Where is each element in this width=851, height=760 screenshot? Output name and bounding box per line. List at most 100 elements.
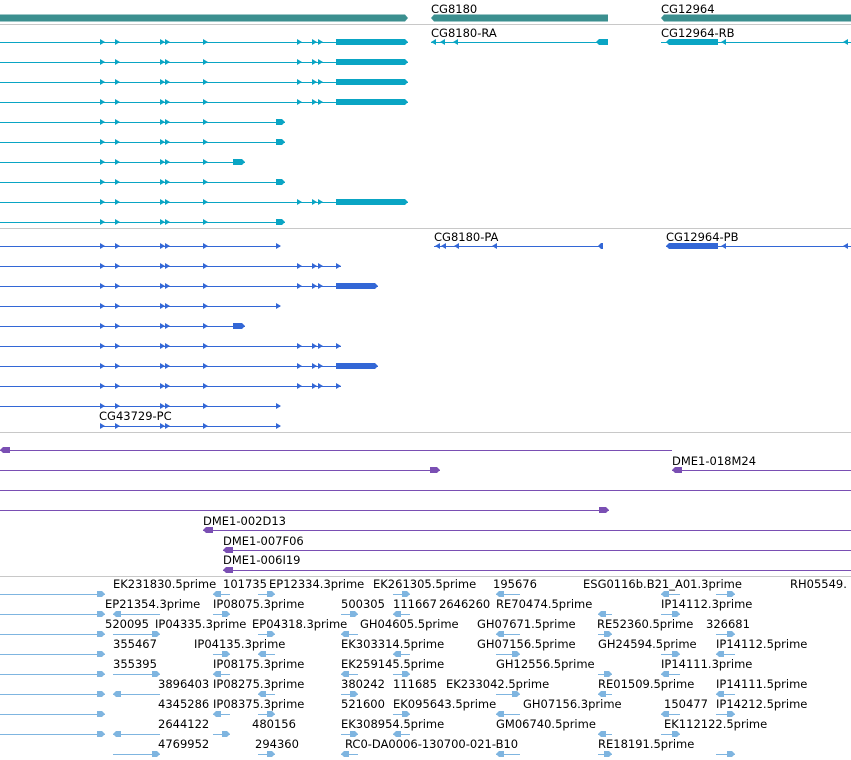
est-label[interactable]: RC0-DA0006-130700-021-B10 [345,737,518,751]
est-end[interactable] [604,671,612,677]
est-end[interactable] [152,671,160,677]
strand-arrow-right[interactable] [276,303,281,309]
strand-arrow-right[interactable] [100,263,105,269]
est-end[interactable] [393,651,401,657]
est-label[interactable]: 3896403 [158,677,209,691]
strand-arrow-right[interactable] [276,243,281,249]
strand-arrow-right[interactable] [115,159,120,165]
strand-arrow-right[interactable] [203,243,208,249]
strand-arrow-right[interactable] [160,303,165,309]
gene-glyph[interactable] [661,14,851,22]
protein-exon[interactable] [336,283,378,289]
est-label[interactable]: EP21354.3prime [105,597,200,611]
est-end[interactable] [152,751,160,757]
strand-arrow-right[interactable] [160,363,165,369]
strand-arrow-right[interactable] [115,79,120,85]
est-label[interactable]: IP14111.5prime [716,677,807,691]
strand-arrow-right[interactable] [203,343,208,349]
strand-arrow-left[interactable] [492,243,497,249]
strand-arrow-left[interactable] [721,243,726,249]
transcript-exon[interactable] [336,39,408,45]
strand-arrow-left[interactable] [454,243,459,249]
strand-arrow-right[interactable] [115,99,120,105]
est-end[interactable] [258,651,266,657]
est-end[interactable] [598,731,606,737]
strand-arrow-right[interactable] [100,59,105,65]
est-label[interactable]: 520095 [105,617,149,631]
strand-arrow-right[interactable] [203,39,208,45]
strand-arrow-right[interactable] [100,179,105,185]
est-end[interactable] [341,631,349,637]
est-end[interactable] [672,651,680,657]
strand-arrow-right[interactable] [203,363,208,369]
protein-exon[interactable] [336,363,378,369]
strand-arrow-right[interactable] [115,403,120,409]
est-label[interactable]: EP04318.3prime [252,617,347,631]
strand-arrow-right[interactable] [203,303,208,309]
est-end[interactable] [512,691,520,697]
strand-arrow-right[interactable] [115,363,120,369]
strand-arrow-right[interactable] [203,79,208,85]
est-label[interactable]: 480156 [252,717,296,731]
strand-arrow-right[interactable] [165,343,170,349]
strand-arrow-right[interactable] [100,383,105,389]
strand-arrow-right[interactable] [297,39,302,45]
est-label[interactable]: GH07671.5prime [477,617,576,631]
est-label[interactable]: 4769952 [158,737,209,751]
transcript-label-cg8180-ra[interactable]: CG8180-RA [431,26,497,40]
est-end[interactable] [222,611,230,617]
strand-arrow-right[interactable] [203,219,208,225]
strand-arrow-right[interactable] [160,119,165,125]
est-label[interactable]: GH07156.3prime [523,697,622,711]
est-label[interactable]: IP08275.3prime [213,677,304,691]
est-end[interactable] [350,611,358,617]
strand-arrow-right[interactable] [203,139,208,145]
strand-arrow-right[interactable] [297,59,302,65]
est-end[interactable] [672,731,680,737]
strand-arrow-right[interactable] [165,179,170,185]
strand-arrow-right[interactable] [160,99,165,105]
est-label[interactable]: 101735 [223,577,267,591]
est-label[interactable]: GH04605.5prime [360,617,459,631]
est-end[interactable] [97,731,105,737]
est-label[interactable]: 521600 [341,697,385,711]
strand-arrow-right[interactable] [160,139,165,145]
strand-arrow-right[interactable] [312,99,317,105]
strand-arrow-right[interactable] [165,383,170,389]
strand-arrow-right[interactable] [115,219,120,225]
est-label[interactable]: 111685 [393,677,437,691]
strand-arrow-right[interactable] [115,199,120,205]
est-end[interactable] [341,751,349,757]
est-end[interactable] [97,631,105,637]
strand-arrow-right[interactable] [160,323,165,329]
est-label[interactable]: 195676 [493,577,537,591]
strand-arrow-right[interactable] [160,39,165,45]
strand-arrow-right[interactable] [318,343,323,349]
strand-arrow-right[interactable] [100,283,105,289]
strand-arrow-right[interactable] [276,403,281,409]
est-end[interactable] [716,691,724,697]
strand-arrow-right[interactable] [203,119,208,125]
strand-arrow-right[interactable] [165,99,170,105]
strand-arrow-right[interactable] [276,423,281,429]
transcript-exon[interactable] [336,79,408,85]
strand-arrow-right[interactable] [312,383,317,389]
transcript-exon[interactable] [596,39,608,45]
est-label[interactable]: 380242 [341,677,385,691]
strand-arrow-right[interactable] [160,403,165,409]
strand-arrow-right[interactable] [297,99,302,105]
est-end[interactable] [213,671,221,677]
est-end[interactable] [496,751,504,757]
strand-arrow-right[interactable] [336,263,341,269]
est-label[interactable]: EP12334.3prime [269,577,364,591]
clone-end[interactable] [599,507,609,513]
transcript-exon[interactable] [666,39,718,45]
est-end[interactable] [113,611,121,617]
est-end[interactable] [604,631,612,637]
est-end[interactable] [496,591,504,597]
clone-end[interactable] [430,467,440,473]
strand-arrow-left[interactable] [721,39,726,45]
strand-arrow-right[interactable] [160,79,165,85]
strand-arrow-right[interactable] [160,283,165,289]
strand-arrow-left[interactable] [843,243,848,249]
